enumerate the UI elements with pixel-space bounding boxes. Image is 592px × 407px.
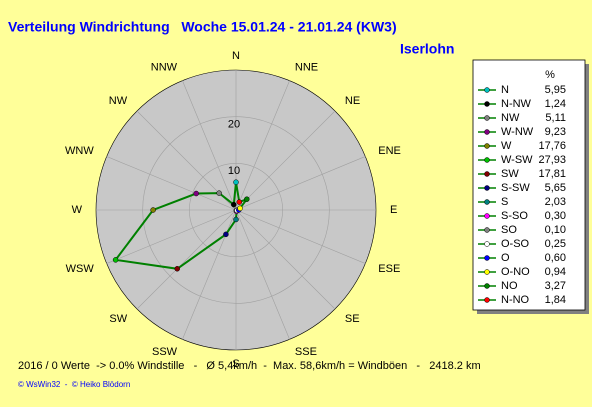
point [150,207,156,213]
legend-marker [484,129,490,135]
legend-value: 2,03 [545,196,566,208]
legend-value: 0,10 [545,224,566,236]
direction-label: NW [109,95,128,107]
r-tick-label: 20 [228,119,240,131]
point [174,266,180,272]
direction-label: N [232,50,240,62]
legend-label: NW [501,112,520,124]
legend-label: N [501,84,509,96]
direction-label: SE [345,313,360,325]
legend-marker [484,269,490,275]
legend-label: S-SW [501,182,530,194]
footer: 2016 / 0 Werte -> 0.0% Windstille - Ø 5,… [18,360,481,372]
legend-label: W-SW [501,154,533,166]
legend-header: % [545,69,555,81]
spoke [235,209,290,340]
spoke [182,80,237,211]
legend-marker [484,157,490,163]
legend-value: 17,81 [538,168,566,180]
credit: © WsWin32 - © Heiko Blödorn [18,380,130,389]
direction-label: S [232,358,239,370]
legend-value: 0,30 [545,210,566,222]
point [193,190,199,197]
direction-label: W [72,204,83,216]
legend [472,59,586,311]
legend-value: 27,93 [538,154,566,166]
spoke [235,110,336,211]
direction-label: NNE [295,62,318,74]
legend-marker [484,171,490,177]
legend-label: O-NO [501,266,530,278]
direction-label: SW [109,313,127,325]
grid-ring [189,163,283,257]
point [244,196,250,202]
legend-label: S-SO [501,210,528,222]
point [237,205,243,212]
point [231,201,237,208]
direction-label: NNW [151,62,178,74]
spoke [235,80,290,211]
spoke [235,156,366,211]
grid-ring [142,116,330,304]
spoke [106,156,237,211]
legend-marker [484,143,490,149]
spoke [136,209,237,310]
legend-label: N-NW [501,98,532,110]
legend-value: 5,95 [545,84,566,96]
spoke [106,209,237,264]
legend-marker [484,255,490,261]
point [236,199,243,205]
direction-label: ENE [378,145,401,157]
legend-label: N-NO [501,294,530,306]
legend-value: 5,65 [545,182,566,194]
legend-marker [484,185,490,191]
point [223,231,229,238]
legend-value: 5,11 [545,112,566,124]
direction-label: ESE [378,263,400,275]
direction-label: SSE [295,346,317,358]
legend-marker [484,115,490,121]
legend-label: SO [501,224,517,236]
point [216,190,222,196]
legend-value: 17,76 [538,140,566,152]
r-tick-label: 10 [228,165,240,177]
legend-value: 0,60 [545,252,566,264]
spoke [235,209,336,310]
legend-marker [484,213,490,219]
direction-label: WSW [66,263,95,275]
point [233,179,239,185]
point [233,216,239,223]
direction-label: NE [345,95,360,107]
legend-marker [484,283,490,289]
chart-title: Verteilung Windrichtung Woche 15.01.24 -… [8,19,397,35]
legend-label: O [501,252,510,264]
location: Iserlohn [400,41,454,57]
legend-value: 3,27 [545,280,566,292]
direction-label: E [390,204,397,216]
legend-label: O-SO [501,238,530,250]
legend-label: SW [501,168,519,180]
legend-marker [484,297,490,303]
legend-value: 0,94 [545,266,566,278]
legend-value: 9,23 [545,126,566,138]
legend-label: NO [501,280,518,292]
direction-label: WNW [65,145,94,157]
direction-label: SSW [152,346,178,358]
point [112,257,119,263]
legend-marker [484,227,490,233]
spoke [235,209,366,264]
legend-label: W [501,140,512,152]
legend-value: 0,25 [545,238,566,250]
legend-label: W-NW [501,126,534,138]
legend-marker [484,241,490,247]
legend-marker [484,87,490,93]
legend-label: S [501,196,508,208]
legend-value: 1,24 [545,98,566,110]
legend-value: 1,84 [545,294,566,306]
legend-marker [484,199,490,205]
legend-marker [484,101,490,107]
